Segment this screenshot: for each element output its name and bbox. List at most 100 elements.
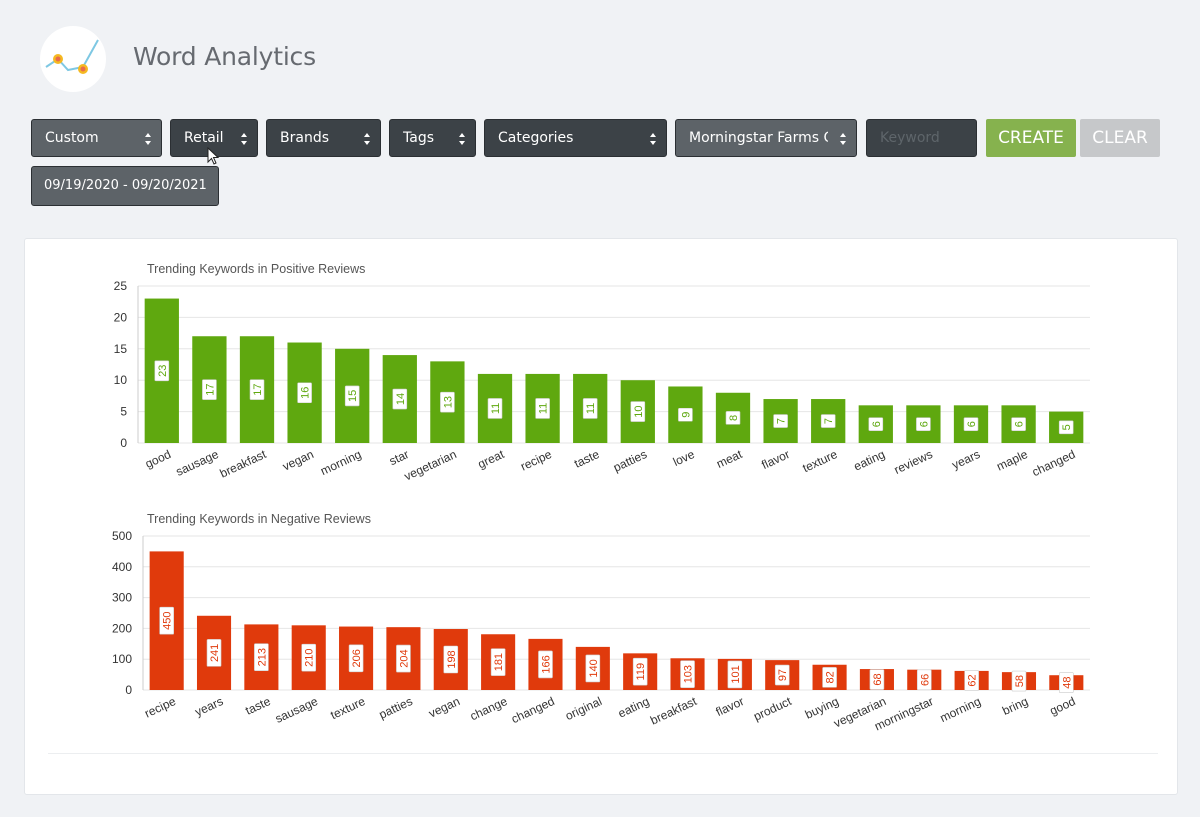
data-label: 8 xyxy=(725,411,741,425)
categories-select[interactable]: Categories xyxy=(484,119,667,157)
data-label-text: 181 xyxy=(493,653,505,671)
data-label-text: 16 xyxy=(300,387,312,399)
tags-select-label: Tags xyxy=(403,130,434,146)
data-label: 6 xyxy=(1011,417,1026,431)
data-label-text: 97 xyxy=(777,669,789,681)
data-label-text: 210 xyxy=(304,648,316,666)
data-label: 16 xyxy=(297,382,312,404)
period-select[interactable]: Custom xyxy=(31,119,162,157)
data-label: 140 xyxy=(585,654,601,683)
data-label: 181 xyxy=(490,648,506,676)
x-tick-label: texture xyxy=(328,694,367,722)
data-label-box xyxy=(773,414,788,428)
create-button[interactable]: CREATE xyxy=(986,119,1076,157)
keyword-input[interactable] xyxy=(866,119,977,157)
data-label: 62 xyxy=(964,670,979,691)
data-label: 13 xyxy=(440,391,455,413)
data-label: 11 xyxy=(582,398,598,419)
data-label-box xyxy=(964,670,979,691)
data-label-text: 140 xyxy=(588,659,600,677)
data-label-box xyxy=(820,414,836,428)
data-label-box xyxy=(868,417,884,431)
chart-title: Trending Keywords in Negative Reviews xyxy=(147,512,371,526)
x-tick-label: years xyxy=(193,694,226,719)
data-label-box xyxy=(774,664,790,686)
data-label-text: 10 xyxy=(633,405,645,417)
x-tick-label: product xyxy=(751,694,794,724)
data-label: 166 xyxy=(538,650,553,679)
data-label-text: 8 xyxy=(728,415,740,421)
data-label-text: 6 xyxy=(1014,421,1026,427)
data-label-box xyxy=(249,379,265,400)
categories-select-label: Categories xyxy=(498,130,574,146)
data-label-box xyxy=(869,669,885,690)
data-label-text: 66 xyxy=(919,674,931,686)
period-select-label: Custom xyxy=(45,130,99,146)
data-label-box xyxy=(963,417,979,431)
data-label: 7 xyxy=(820,414,836,428)
data-label-box xyxy=(632,657,648,686)
data-label-box xyxy=(1011,670,1027,692)
brands-select[interactable]: Brands xyxy=(266,119,381,157)
data-label-box xyxy=(297,382,312,404)
data-label-text: 62 xyxy=(967,674,979,686)
data-label-box xyxy=(490,648,506,676)
data-label: 213 xyxy=(254,643,269,671)
data-label: 6 xyxy=(916,417,931,431)
data-label: 198 xyxy=(443,645,459,674)
tags-select[interactable]: Tags xyxy=(389,119,476,157)
x-tick-label: good xyxy=(1047,694,1077,718)
data-label-box xyxy=(585,654,601,683)
date-range-picker[interactable]: 09/19/2020 - 09/20/2021 xyxy=(31,166,219,206)
data-label: 210 xyxy=(301,643,317,672)
data-label: 103 xyxy=(680,660,695,688)
brands-select-label: Brands xyxy=(280,130,329,146)
product-select-label: Morningstar Farms Original xyxy=(689,130,828,146)
x-tick-label: sausage xyxy=(273,694,320,726)
data-label-text: 68 xyxy=(872,673,884,685)
panel-divider xyxy=(48,753,1158,754)
data-label-text: 101 xyxy=(730,665,742,683)
data-label-box xyxy=(727,660,743,689)
x-tick-label: bring xyxy=(1000,694,1030,718)
data-label-text: 213 xyxy=(256,648,268,666)
data-label-text: 9 xyxy=(680,412,692,418)
data-label: 58 xyxy=(1011,670,1027,692)
retail-select-label: Retail xyxy=(184,130,224,146)
data-label: 17 xyxy=(202,379,217,400)
retail-select[interactable]: Retail xyxy=(170,119,258,157)
product-select[interactable]: Morningstar Farms Original xyxy=(675,119,857,157)
data-label: 241 xyxy=(206,639,222,667)
data-label-box xyxy=(916,669,932,691)
data-label-text: 241 xyxy=(209,644,221,662)
data-label-text: 11 xyxy=(585,403,597,414)
data-label-box xyxy=(202,379,217,400)
x-tick-label: taste xyxy=(243,694,273,718)
data-label-text: 198 xyxy=(446,650,458,668)
app-logo xyxy=(40,26,106,92)
clear-button[interactable]: CLEAR xyxy=(1080,119,1160,157)
x-tick-label: flavor xyxy=(714,694,747,719)
data-label-text: 6 xyxy=(871,421,883,427)
data-label-text: 58 xyxy=(1014,675,1026,687)
data-label: 17 xyxy=(249,379,265,400)
y-tick-label: 500 xyxy=(112,529,132,543)
data-label: 10 xyxy=(630,401,646,422)
data-label-text: 5 xyxy=(1061,424,1073,430)
data-label-box xyxy=(1058,420,1074,435)
data-label-box xyxy=(254,643,269,671)
y-tick-label: 100 xyxy=(112,652,132,666)
x-tick-label: original xyxy=(563,694,604,723)
y-tick-label: 400 xyxy=(112,560,132,574)
data-label-text: 11 xyxy=(538,403,550,414)
sort-arrows-icon xyxy=(241,133,247,145)
data-label: 15 xyxy=(344,385,360,407)
data-label-box xyxy=(1059,672,1074,693)
y-tick-label: 300 xyxy=(112,591,132,605)
data-label-box xyxy=(582,398,598,419)
y-tick-label: 20 xyxy=(114,310,128,324)
data-label: 11 xyxy=(487,398,503,419)
sort-arrows-icon xyxy=(840,133,846,145)
data-label-text: 6 xyxy=(966,421,978,427)
data-label: 48 xyxy=(1059,672,1074,693)
